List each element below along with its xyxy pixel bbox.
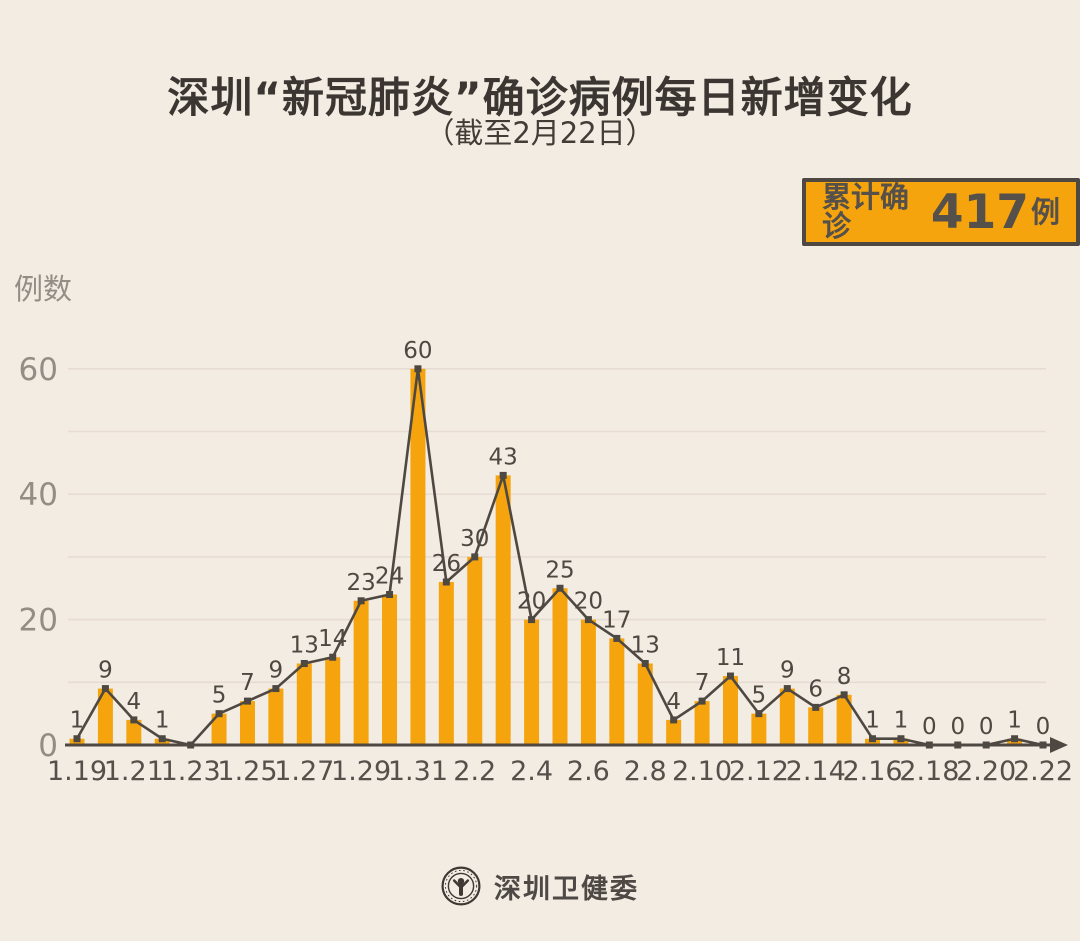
svg-text:5: 5: [212, 683, 227, 709]
svg-text:2.16: 2.16: [842, 756, 902, 787]
svg-text:43: 43: [489, 444, 518, 470]
svg-text:2.18: 2.18: [899, 756, 959, 787]
svg-text:17: 17: [602, 607, 631, 633]
svg-text:1: 1: [894, 708, 909, 734]
svg-text:20: 20: [19, 603, 58, 639]
person-emblem-icon: [441, 866, 481, 906]
svg-text:2.14: 2.14: [786, 756, 846, 787]
svg-text:26: 26: [432, 551, 461, 577]
svg-text:4: 4: [127, 689, 142, 715]
svg-text:25: 25: [545, 557, 574, 583]
svg-text:1.27: 1.27: [274, 756, 334, 787]
svg-text:1.25: 1.25: [217, 756, 277, 787]
badge-prefix: 累计确诊: [822, 180, 910, 243]
page-subtitle: （截至2月22日）: [425, 116, 655, 150]
svg-text:0: 0: [38, 728, 58, 764]
svg-text:13: 13: [631, 632, 660, 658]
page-title: 深圳“新冠肺炎”确诊病例每日新增变化: [167, 73, 913, 123]
svg-text:23: 23: [346, 570, 375, 596]
svg-text:1: 1: [155, 708, 170, 734]
svg-text:40: 40: [19, 477, 58, 513]
svg-text:5: 5: [752, 683, 767, 709]
svg-text:2.8: 2.8: [624, 756, 667, 787]
svg-text:0: 0: [1036, 714, 1051, 740]
svg-text:2.6: 2.6: [567, 756, 610, 787]
svg-text:1: 1: [865, 708, 880, 734]
svg-text:2.4: 2.4: [510, 756, 553, 787]
badge-count: 417: [930, 184, 1029, 240]
svg-text:20: 20: [574, 589, 603, 615]
svg-text:60: 60: [19, 352, 58, 388]
svg-text:2.20: 2.20: [956, 756, 1016, 787]
svg-text:7: 7: [695, 670, 710, 696]
svg-text:30: 30: [460, 526, 489, 552]
svg-text:1: 1: [70, 708, 85, 734]
svg-text:11: 11: [716, 645, 745, 671]
svg-text:1.19: 1.19: [47, 756, 107, 787]
svg-text:0: 0: [922, 714, 937, 740]
svg-text:2.2: 2.2: [453, 756, 496, 787]
svg-text:13: 13: [290, 632, 319, 658]
svg-text:1.29: 1.29: [331, 756, 391, 787]
svg-text:2.10: 2.10: [672, 756, 732, 787]
badge-suffix: 例: [1030, 194, 1060, 229]
svg-text:60: 60: [403, 338, 432, 364]
svg-text:9: 9: [780, 658, 795, 684]
svg-text:20: 20: [517, 589, 546, 615]
svg-text:6: 6: [808, 676, 823, 702]
svg-text:0: 0: [950, 714, 965, 740]
svg-text:2.12: 2.12: [729, 756, 789, 787]
svg-text:1.21: 1.21: [104, 756, 164, 787]
svg-text:1.23: 1.23: [161, 756, 221, 787]
footer: 深圳卫健委: [0, 866, 1080, 906]
svg-text:8: 8: [837, 664, 852, 690]
svg-text:4: 4: [666, 689, 681, 715]
svg-text:1: 1: [1007, 708, 1022, 734]
svg-text:9: 9: [98, 658, 113, 684]
svg-text:1.31: 1.31: [388, 756, 448, 787]
svg-text:0: 0: [979, 714, 994, 740]
svg-text:2.22: 2.22: [1013, 756, 1073, 787]
svg-text:9: 9: [269, 658, 284, 684]
cumulative-total-badge: 累计确诊 417 例: [802, 178, 1080, 246]
brand-name: 深圳卫健委: [494, 873, 639, 905]
svg-text:24: 24: [375, 564, 404, 590]
y-axis-unit-label: 例数: [14, 272, 73, 306]
svg-text:14: 14: [318, 626, 347, 652]
svg-text:7: 7: [240, 670, 255, 696]
